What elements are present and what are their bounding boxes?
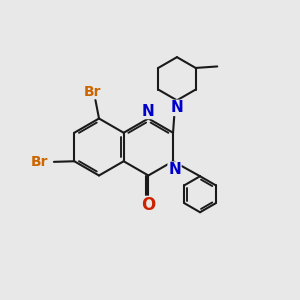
Text: O: O <box>141 196 155 214</box>
Text: Br: Br <box>31 155 48 170</box>
Text: N: N <box>171 100 183 116</box>
Text: N: N <box>142 103 155 118</box>
Text: N: N <box>168 162 181 177</box>
Text: Br: Br <box>84 85 102 98</box>
